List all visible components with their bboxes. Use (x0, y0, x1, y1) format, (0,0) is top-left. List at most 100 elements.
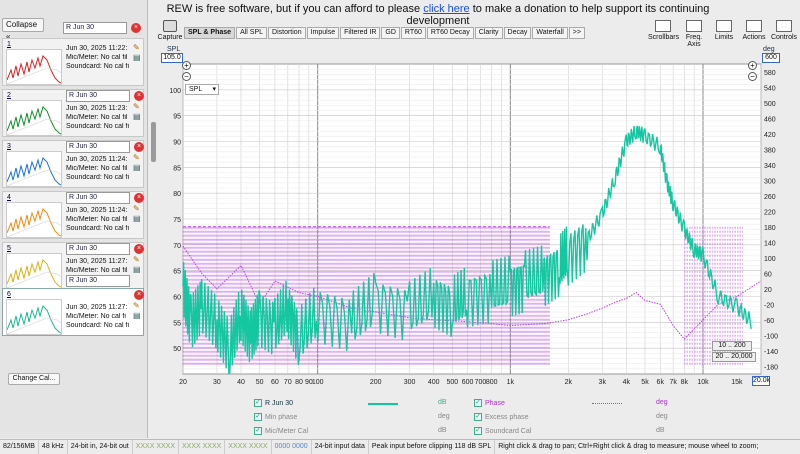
capture-button[interactable]: Capture (156, 20, 184, 50)
tab-decay[interactable]: Decay (503, 27, 532, 39)
measurement-item[interactable]: 6 R Jun 30 Jun 30, 2025 11:27: Mic/Meter: N… (2, 275, 144, 336)
x-tick-label: 90 (305, 379, 313, 386)
note-icon[interactable]: ▤ (133, 214, 141, 223)
pencil-icon[interactable]: ✎ (133, 301, 140, 310)
legend-item-phase[interactable]: ✓ Phase (474, 399, 505, 407)
phase-series-line (182, 245, 762, 340)
legend-item-soundcard-cal[interactable]: ✓ Soundcard Cal (474, 427, 531, 435)
measurement-name-field[interactable]: R Jun 30 (66, 243, 130, 255)
pencil-icon[interactable]: ✎ (133, 255, 140, 264)
measurement-name-field[interactable]: R Jun 30 (63, 22, 127, 34)
measurement-thumbnail (6, 202, 62, 238)
checkbox-icon[interactable]: ✓ (474, 427, 482, 435)
y-right-tick-label: 140 (764, 240, 776, 247)
tab-filtered-ir[interactable]: Filtered IR (340, 27, 381, 39)
note-icon[interactable]: ▤ (133, 163, 141, 172)
actions-button[interactable]: Actions (740, 20, 768, 46)
change-cal-button[interactable]: Change Cal... (8, 373, 60, 385)
checkbox-icon[interactable]: ✓ (254, 413, 262, 421)
donate-link[interactable]: click here (423, 3, 470, 15)
legend-unit: deg (656, 413, 668, 420)
zoom-out-icon[interactable]: − (182, 72, 191, 81)
checkbox-icon[interactable]: ✓ (254, 427, 262, 435)
scrollbars-button[interactable]: Scrollbars (648, 20, 679, 46)
spl-phase-chart[interactable]: 100 95 90 85 80 75 70 65 60 55 50 580 540 500 460 420 38… (157, 60, 800, 390)
controls-button[interactable]: Controls (770, 20, 798, 46)
close-icon[interactable]: × (134, 290, 144, 300)
zoom-in-icon[interactable]: + (748, 61, 757, 70)
pencil-icon[interactable]: ✎ (133, 153, 140, 162)
note-icon[interactable]: ▤ (133, 53, 141, 62)
capture-label: Capture (157, 34, 183, 41)
tab-clarity[interactable]: Clarity (474, 27, 503, 39)
tab-impulse[interactable]: Impulse (306, 27, 340, 39)
measurement-name-field[interactable]: R Jun 30 (66, 275, 130, 287)
checkbox-icon[interactable]: ✓ (474, 413, 482, 421)
freq-axis-button[interactable]: Freq. Axis (680, 20, 708, 48)
zoom-out-icon[interactable]: − (748, 72, 757, 81)
y-right-tick-label: 300 (764, 178, 776, 185)
legend-item-mic-cal[interactable]: ✓ Mic/Meter Cal (254, 427, 308, 435)
checkbox-icon[interactable]: ✓ (254, 399, 262, 407)
scrollbar-thumb[interactable] (151, 122, 156, 162)
measurement-name-field[interactable]: R Jun 30 (66, 141, 130, 153)
tab-gd[interactable]: GD (381, 27, 400, 39)
close-icon[interactable]: × (131, 23, 141, 33)
x-tick-label: 10k (697, 379, 709, 386)
y-right-tick-label: 380 (764, 147, 776, 154)
note-icon[interactable]: ▤ (133, 265, 141, 274)
limits-button[interactable]: Limits (710, 20, 738, 46)
legend-label: Min phase (265, 413, 298, 421)
collapse-button[interactable]: Collapse « (2, 18, 44, 41)
close-icon[interactable]: × (134, 142, 144, 152)
y-right-tick-label: 20 (764, 287, 772, 294)
pencil-icon[interactable]: ✎ (133, 43, 140, 52)
pencil-icon[interactable]: ✎ (133, 204, 140, 213)
legend-item-min-phase[interactable]: ✓ Min phase (254, 413, 297, 421)
range-preset-full[interactable]: 20 .. 20,000 (712, 352, 756, 362)
left-axis-top-field[interactable]: 105.0 (161, 53, 183, 63)
close-icon[interactable]: × (134, 244, 144, 254)
x-tick-label: 40 (237, 379, 245, 386)
measurement-soundcard-cal: Soundcard: No cal fi (66, 322, 130, 329)
close-icon[interactable]: × (134, 193, 144, 203)
legend-item-excess-phase[interactable]: ✓ Excess phase (474, 413, 529, 421)
close-icon[interactable]: × (134, 91, 144, 101)
capture-icon (163, 20, 177, 32)
tab-spl-phase[interactable]: SPL & Phase (184, 27, 236, 39)
x-tick-label: 1k (507, 379, 515, 386)
x-tick-label: 500 (446, 379, 458, 386)
tab-distortion[interactable]: Distortion (268, 27, 306, 39)
measurement-time: Jun 30, 2025 11:24: (66, 207, 128, 214)
y-left-tick-label: 75 (173, 217, 181, 224)
range-preset-low[interactable]: 10 .. 200 (712, 341, 752, 351)
tab-more[interactable]: >> (568, 27, 585, 39)
measurement-number: 6 (7, 291, 11, 298)
x-axis-end-field[interactable]: 20.0k (752, 376, 771, 386)
tab-rt60-decay[interactable]: RT60 Decay (426, 27, 474, 39)
mode-select[interactable]: SPL ▾ (185, 84, 219, 95)
tab-rt60[interactable]: RT60 (400, 27, 426, 39)
pencil-icon[interactable]: ✎ (133, 102, 140, 111)
measurement-item[interactable]: 4 R Jun 30 Jun 30, 2025 11:24: Mic/Meter: N… (2, 191, 144, 239)
measurement-item[interactable]: 3 R Jun 30 Jun 30, 2025 11:24: Mic/Meter: N… (2, 140, 144, 188)
y-left-tick-label: 80 (173, 191, 181, 198)
x-tick-label: 600 (462, 379, 474, 386)
measurement-item[interactable]: 2 R Jun 30 Jun 30, 2025 11:23: Mic/Meter: N… (2, 89, 144, 137)
right-axis-top-field[interactable]: 600 (762, 53, 780, 63)
measurement-name-field[interactable]: R Jun 30 (66, 90, 130, 102)
note-icon[interactable]: ▤ (133, 311, 141, 320)
freq-axis-icon (686, 20, 702, 32)
measurement-mic-cal: Mic/Meter: No cal fil (66, 216, 128, 223)
zoom-in-icon[interactable]: + (182, 61, 191, 70)
legend-item-spl[interactable]: ✓ R Jun 30 (254, 399, 293, 407)
checkbox-icon[interactable]: ✓ (474, 399, 482, 407)
measurement-name-field[interactable]: R Jun 30 (66, 192, 130, 204)
memory-usage[interactable]: 82/156MB (0, 440, 39, 454)
tab-all-spl[interactable]: All SPL (236, 27, 268, 39)
output-indicator: 0000 0000 (272, 440, 312, 454)
y-left-tick-label: 70 (173, 243, 181, 250)
tab-waterfall[interactable]: Waterfall (532, 27, 568, 39)
note-icon[interactable]: ▤ (133, 112, 141, 121)
